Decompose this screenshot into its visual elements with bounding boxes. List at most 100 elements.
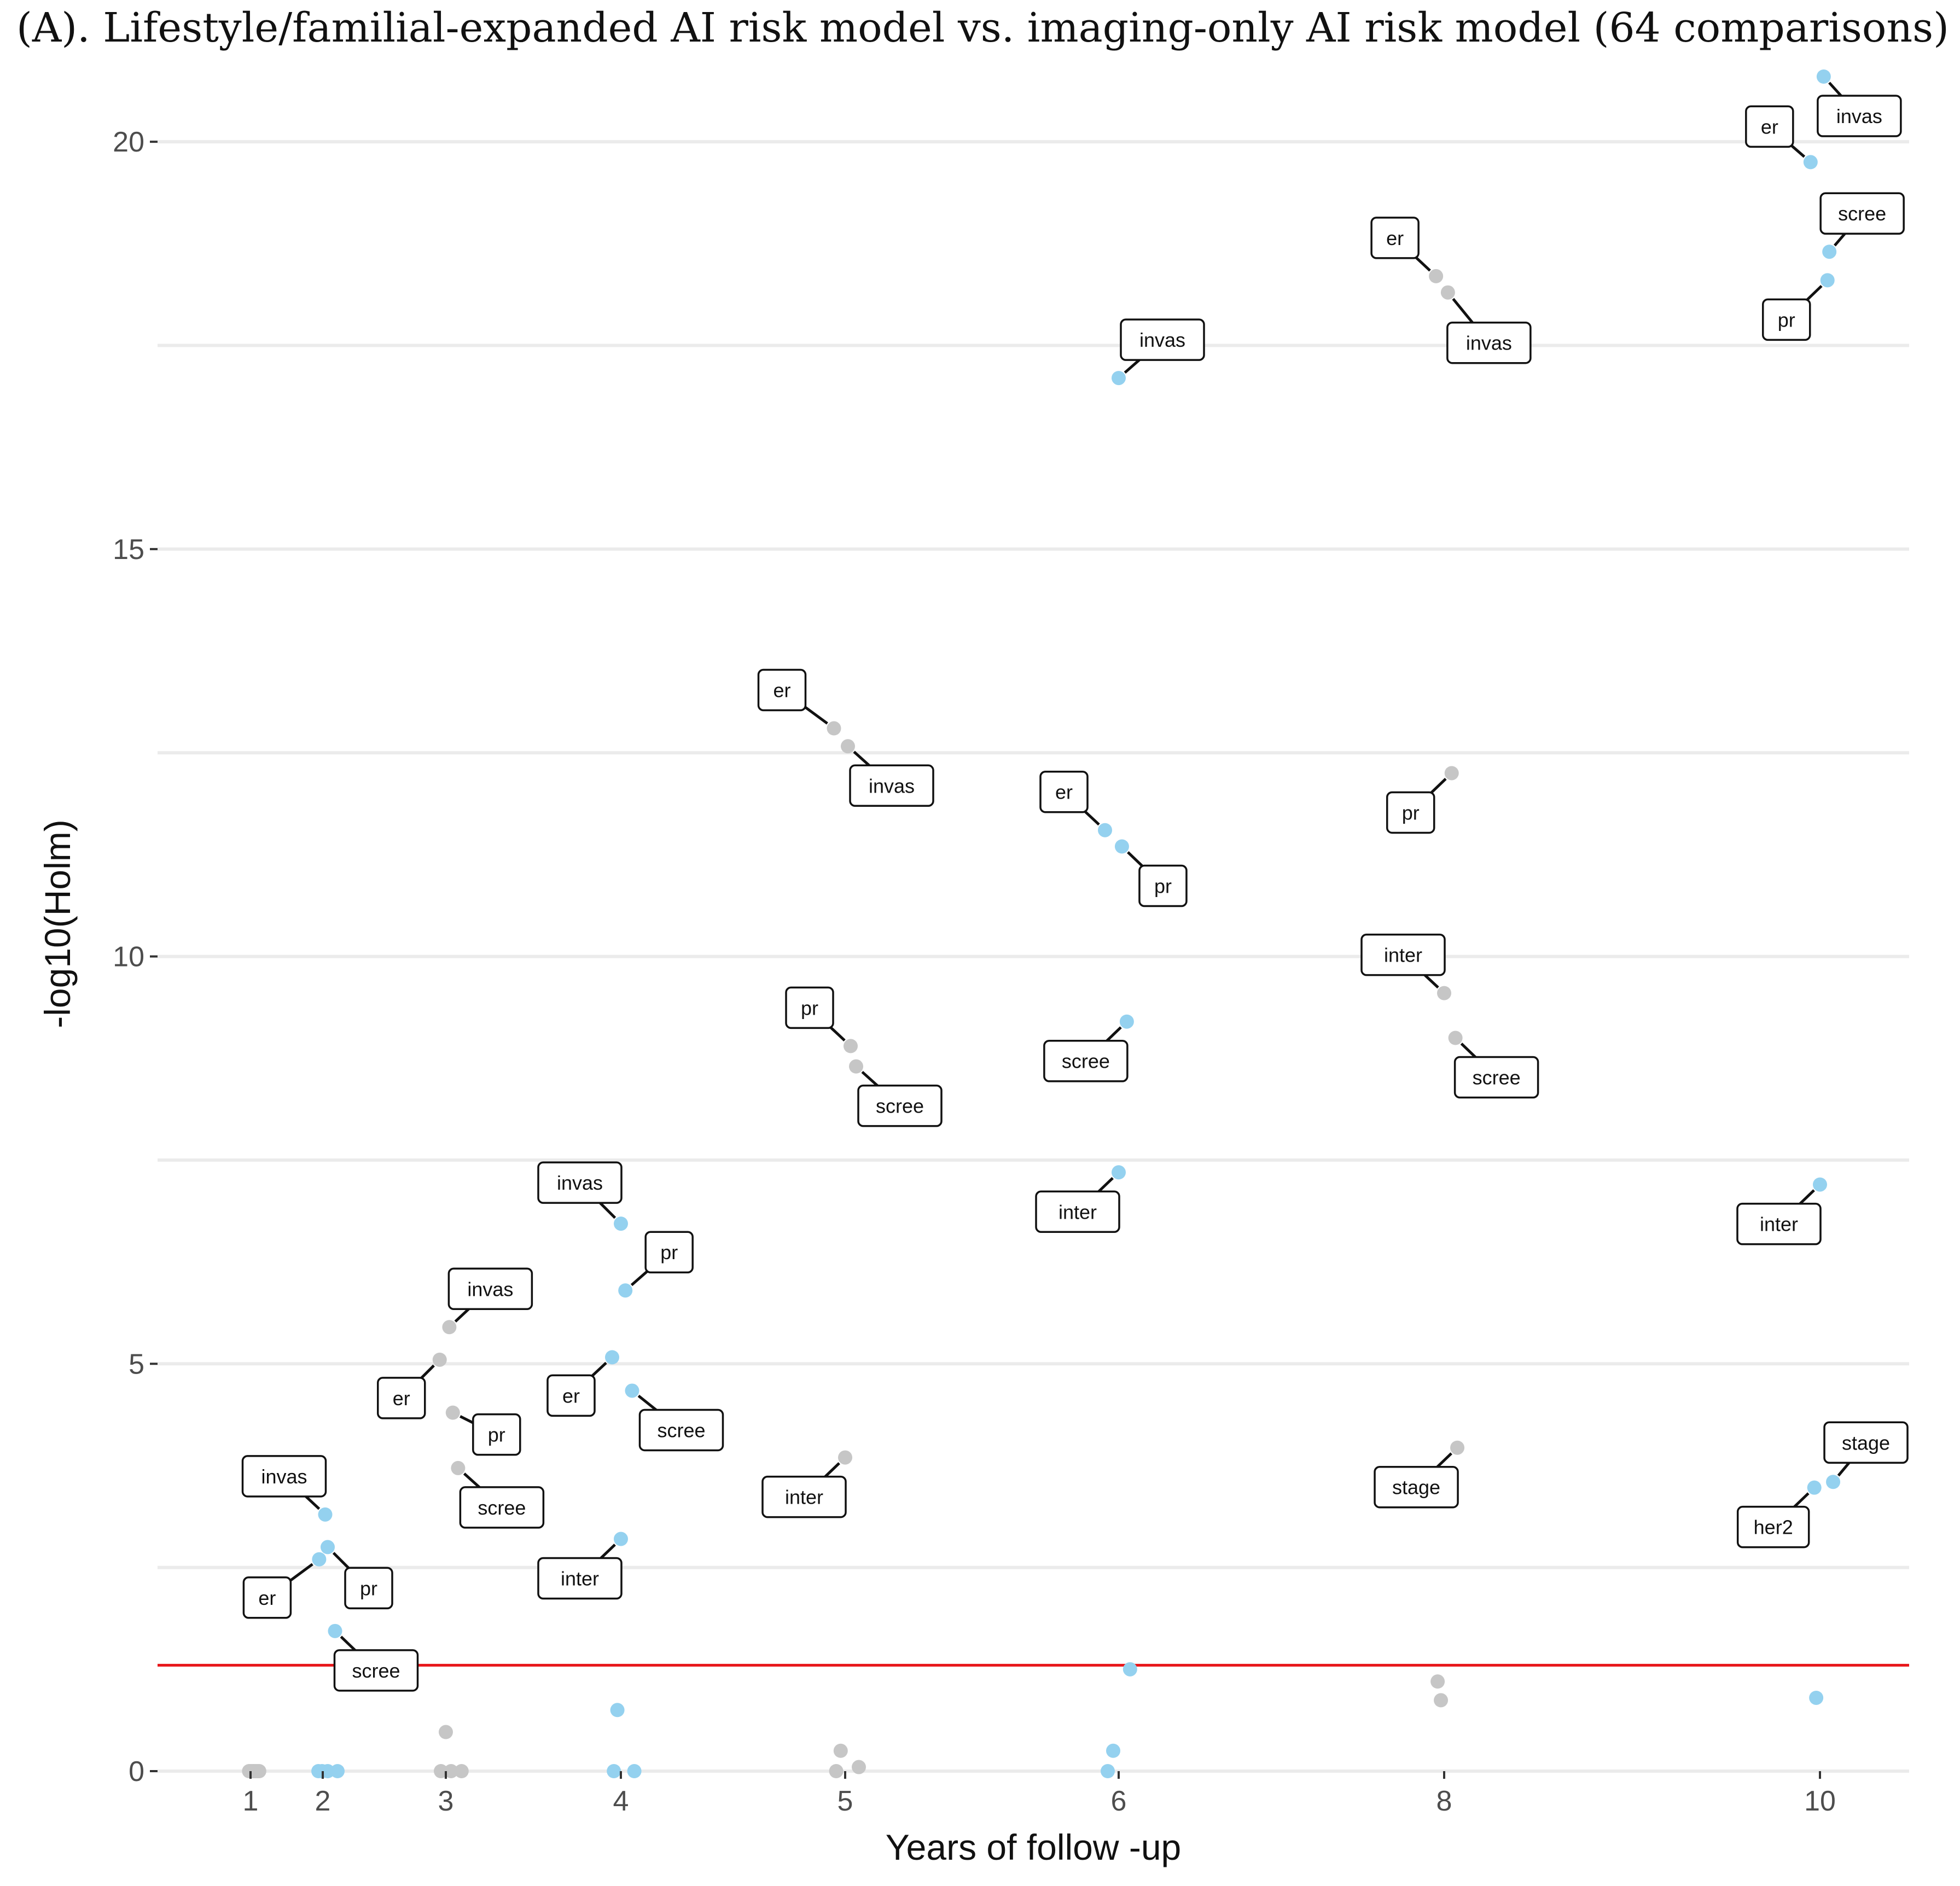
- y-tick-label: 10: [113, 941, 144, 973]
- data-point: [1101, 1764, 1115, 1778]
- data-point: [829, 1764, 844, 1778]
- point-label: pr: [801, 997, 818, 1019]
- data-point: [833, 1743, 848, 1758]
- data-point: [1803, 155, 1818, 170]
- x-tick-label: 10: [1804, 1785, 1836, 1817]
- y-tick-label: 20: [113, 126, 144, 158]
- point-label: inter: [1760, 1213, 1798, 1236]
- point-label: pr: [488, 1424, 505, 1446]
- point-label-box: [241, 1455, 327, 1498]
- data-point: [328, 1623, 342, 1638]
- data-point: [1448, 1031, 1463, 1045]
- point-label: invas: [1466, 332, 1512, 354]
- data-point: [1430, 1674, 1445, 1689]
- point-label: pr: [1778, 308, 1795, 331]
- point-label: inter: [785, 1486, 823, 1509]
- point-label: stage: [1842, 1431, 1890, 1454]
- point-label: er: [393, 1387, 410, 1410]
- data-point: [439, 1725, 453, 1739]
- x-tick-label: 4: [613, 1785, 629, 1817]
- y-axis-title: -log10(Holm): [37, 819, 78, 1028]
- x-tick-label: 2: [315, 1785, 331, 1817]
- point-label: er: [258, 1587, 276, 1609]
- x-tick-label: 3: [438, 1785, 454, 1817]
- data-point: [1444, 766, 1459, 781]
- data-point: [445, 1405, 460, 1420]
- point-label-box: [447, 1267, 533, 1311]
- point-label: er: [773, 679, 790, 702]
- point-label: pr: [360, 1577, 377, 1599]
- data-point: [1114, 839, 1129, 854]
- data-point: [1826, 1475, 1841, 1489]
- data-point: [318, 1507, 333, 1522]
- data-point: [844, 1039, 858, 1053]
- point-labels: er invas pr scree er invas pr scree er invas pr scr…: [241, 95, 1909, 1692]
- point-label-box: [459, 1486, 545, 1529]
- point-label: inter: [561, 1568, 599, 1590]
- point-label-box: [849, 764, 934, 807]
- point-label-box: [1736, 1202, 1822, 1245]
- data-point: [1809, 1690, 1824, 1705]
- data-point: [432, 1352, 447, 1367]
- point-label-box: [1819, 192, 1905, 235]
- data-point: [1813, 1177, 1827, 1192]
- data-point: [252, 1764, 266, 1778]
- point-label-box: [1370, 217, 1420, 259]
- point-label: pr: [660, 1241, 678, 1264]
- data-point: [605, 1350, 619, 1365]
- point-label: invas: [1139, 329, 1185, 351]
- x-tick-label: 1: [243, 1785, 259, 1817]
- data-point: [614, 1216, 628, 1231]
- point-label-box: [1761, 298, 1811, 341]
- data-point: [1437, 986, 1451, 1000]
- data-point: [321, 1764, 335, 1778]
- point-label: scree: [1838, 202, 1886, 225]
- point-label-box: [333, 1649, 419, 1692]
- point-label: invas: [869, 775, 915, 797]
- data-point: [1123, 1662, 1137, 1677]
- grid-lines: [158, 140, 1909, 1773]
- point-label-box: [1120, 318, 1205, 361]
- data-point: [607, 1764, 621, 1778]
- data-point: [1440, 285, 1455, 300]
- point-label-box: [1817, 95, 1902, 137]
- data-point: [442, 1320, 457, 1335]
- point-label-box: [857, 1084, 943, 1127]
- data-point: [1106, 1743, 1120, 1758]
- x-tick-label: 6: [1111, 1785, 1127, 1817]
- point-label-box: [757, 668, 807, 712]
- point-label: scree: [352, 1660, 400, 1682]
- data-point: [1820, 273, 1835, 288]
- point-label-box: [472, 1413, 521, 1456]
- point-label-box: [546, 1374, 596, 1417]
- data-point: [444, 1764, 458, 1778]
- point-label: pr: [1154, 875, 1172, 898]
- data-point: [618, 1283, 633, 1298]
- data-point: [1429, 269, 1444, 283]
- point-label: her2: [1754, 1516, 1793, 1539]
- data-point: [827, 721, 841, 736]
- point-label: er: [562, 1384, 580, 1407]
- data-point: [1112, 371, 1126, 386]
- point-label-box: [537, 1161, 623, 1204]
- data-point: [454, 1764, 469, 1778]
- data-point: [434, 1764, 448, 1778]
- point-label: invas: [557, 1172, 603, 1194]
- data-point: [838, 1450, 852, 1465]
- data-point: [1434, 1693, 1449, 1708]
- point-label: invas: [467, 1278, 513, 1300]
- point-label-box: [1374, 1465, 1459, 1509]
- axes: 0 5 10 15 20 1 2 3 4 5 6 8 10 Years of follow -up -log…: [37, 126, 1836, 1867]
- point-label-box: [1386, 791, 1435, 834]
- data-point: [1119, 1014, 1134, 1029]
- point-label: stage: [1392, 1476, 1440, 1499]
- point-label: inter: [1384, 944, 1422, 967]
- data-point: [627, 1764, 642, 1778]
- point-label-box: [638, 1408, 724, 1452]
- point-label: scree: [657, 1419, 705, 1441]
- point-label: er: [1761, 115, 1778, 138]
- data-point: [1822, 245, 1837, 259]
- point-label-box: [644, 1231, 694, 1273]
- point-label-box: [377, 1377, 426, 1419]
